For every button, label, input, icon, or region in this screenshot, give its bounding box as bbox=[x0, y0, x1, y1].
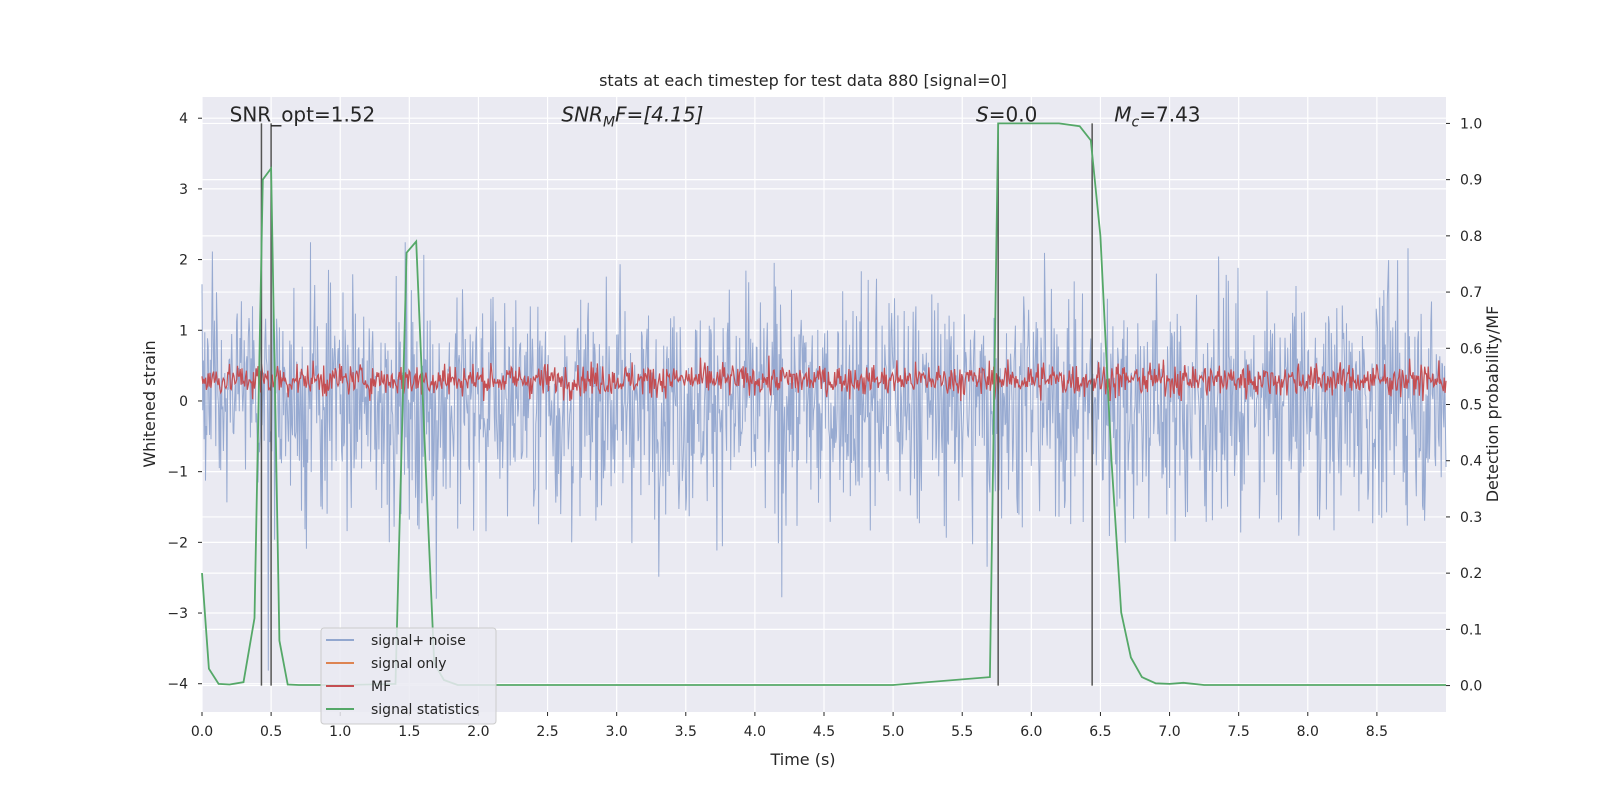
x-tick-label: 5.0 bbox=[882, 724, 904, 740]
x-tick-label: 6.0 bbox=[1020, 724, 1042, 740]
x-tick-label: 7.0 bbox=[1158, 724, 1180, 740]
y-axis-right-label: Detection probability/MF bbox=[1483, 306, 1502, 503]
y-left-tick-label: 4 bbox=[179, 111, 188, 127]
y-right-tick-label: 0.4 bbox=[1460, 454, 1482, 470]
y-right-tick-label: 1.0 bbox=[1460, 116, 1482, 132]
annotation-2: S=0.0 bbox=[976, 102, 1037, 126]
series-signal-statistics bbox=[201, 122, 1446, 686]
x-tick-label: 8.5 bbox=[1366, 724, 1388, 740]
x-tick-label: 0.5 bbox=[260, 724, 282, 740]
legend-label-1: signal only bbox=[371, 656, 446, 672]
y-right-tick-label: 0.0 bbox=[1460, 679, 1482, 695]
x-tick-label: 1.0 bbox=[329, 724, 351, 740]
x-tick-label: 5.5 bbox=[951, 724, 973, 740]
legend: signal+ noise signal only MF signal statist… bbox=[320, 627, 497, 725]
y-right-tick-label: 0.7 bbox=[1460, 285, 1482, 301]
y-left-tick-label: −4 bbox=[167, 677, 188, 693]
x-axis-label: Time (s) bbox=[769, 750, 835, 769]
plot-area bbox=[201, 97, 1447, 712]
annotation-1: SNRMF=[4.15] bbox=[561, 102, 703, 130]
series-signal-noise bbox=[201, 242, 1447, 671]
y-left-tick-label: −2 bbox=[167, 535, 188, 551]
y-left-tick-label: −3 bbox=[167, 606, 188, 622]
y-right-tick-label: 0.2 bbox=[1460, 566, 1482, 582]
y-left-tick-label: −1 bbox=[167, 465, 188, 481]
y-right-tick-label: 0.5 bbox=[1460, 398, 1482, 414]
x-tick-label: 3.0 bbox=[606, 724, 628, 740]
y-axis-left-label: Whitened strain bbox=[140, 340, 159, 467]
chart-title: stats at each timestep for test data 880… bbox=[599, 71, 1007, 90]
y-right-tick-label: 0.3 bbox=[1460, 510, 1482, 526]
legend-label-3: signal statistics bbox=[371, 702, 479, 718]
x-tick-label: 7.5 bbox=[1228, 724, 1250, 740]
y-right-tick-label: 0.1 bbox=[1460, 622, 1482, 638]
y-left-tick-label: 0 bbox=[179, 394, 188, 410]
x-tick-label: 3.5 bbox=[675, 724, 697, 740]
y-right-tick-label: 0.9 bbox=[1460, 173, 1482, 189]
x-tick-label: 4.5 bbox=[813, 724, 835, 740]
y-right-tick-label: 0.6 bbox=[1460, 341, 1482, 357]
series-mf bbox=[201, 355, 1447, 402]
x-tick-label: 1.5 bbox=[398, 724, 420, 740]
legend-label-0: signal+ noise bbox=[371, 633, 466, 649]
annotations: SNR_opt=1.52 SNRMF=[4.15] S=0.0 Mc=7.43 bbox=[230, 102, 1201, 130]
x-tick-label: 8.0 bbox=[1297, 724, 1319, 740]
x-tick-label: 0.0 bbox=[191, 724, 213, 740]
y-left-tick-label: 2 bbox=[179, 253, 188, 269]
x-tick-label: 4.0 bbox=[744, 724, 766, 740]
y-right-tick-label: 0.8 bbox=[1460, 229, 1482, 245]
legend-box bbox=[320, 627, 497, 725]
y-left-tick-label: 1 bbox=[179, 323, 188, 339]
x-tick-label: 6.5 bbox=[1089, 724, 1111, 740]
axis-ticks: 0.0 0.5 1.0 1.5 2.0 2.5 3.0 3.5 4.0 4.5 5.0 5.5 6.0 6… bbox=[167, 111, 1482, 740]
x-tick-label: 2.5 bbox=[536, 724, 558, 740]
legend-label-2: MF bbox=[371, 679, 391, 695]
annotation-3: Mc=7.43 bbox=[1114, 102, 1200, 130]
x-tick-label: 2.0 bbox=[467, 724, 489, 740]
annotation-0: SNR_opt=1.52 bbox=[230, 102, 376, 126]
y-left-tick-label: 3 bbox=[179, 182, 188, 198]
